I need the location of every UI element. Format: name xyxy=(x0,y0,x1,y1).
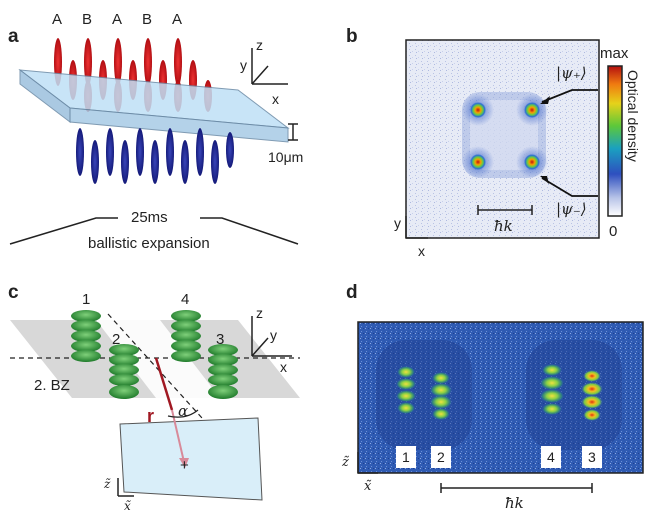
cloud-3 xyxy=(581,370,603,421)
panel-b-momentum-label: ħk xyxy=(494,217,513,235)
peak-bottom-right xyxy=(524,154,540,170)
screen-axis-z: z̃ xyxy=(103,477,111,491)
detection-screen xyxy=(119,417,263,501)
psi-minus-arrow xyxy=(541,177,598,197)
orbital-stack-4 xyxy=(171,310,201,362)
first-bz xyxy=(96,320,220,398)
panel-c-axis-x: x xyxy=(280,359,287,375)
expansion-bracket-right xyxy=(200,217,299,245)
orbital-stack-3 xyxy=(208,344,238,399)
panel-a-axes xyxy=(251,48,288,85)
axis-z-label: z xyxy=(256,37,263,53)
screen-axes xyxy=(117,478,134,497)
peak-top-left xyxy=(470,102,486,118)
angle-arc xyxy=(167,409,199,418)
orbital-label-3: 3 xyxy=(216,331,224,348)
site-label-3: A xyxy=(112,11,122,28)
site-label-5: A xyxy=(172,11,182,28)
expansion-bracket-left xyxy=(9,217,118,245)
panel-c-label: c xyxy=(8,282,19,303)
panel-d-momentum-bar xyxy=(440,483,593,493)
site-label-2: B xyxy=(82,11,92,28)
panel-a: a A B A B A xyxy=(8,11,303,252)
site-label-1: A xyxy=(52,11,62,28)
panel-b-label: b xyxy=(346,26,358,47)
panel-b-axis-x: x xyxy=(418,243,425,259)
screen-axis-x: x̃ xyxy=(124,499,131,512)
state-plus-label: |ψ₊⟩ xyxy=(556,64,587,82)
lattice-slab-side xyxy=(19,68,71,124)
axis-x-label: x xyxy=(272,91,279,107)
scale-bar-label: 10μm xyxy=(268,149,303,165)
cloud-tags xyxy=(396,446,602,468)
blue-lobes xyxy=(76,128,234,184)
panel-c-axes xyxy=(251,316,292,357)
peak-top-right xyxy=(524,102,540,118)
cloud-1 xyxy=(396,366,416,414)
panel-a-label: a xyxy=(8,26,19,47)
screen-center-mark: + xyxy=(180,457,189,474)
site-labels: A B A B A xyxy=(52,11,182,28)
colorbar-title: Optical density xyxy=(625,70,641,162)
cloud-2 xyxy=(430,372,452,420)
panel-d-label: d xyxy=(346,282,358,303)
panel-d-axis-z: z̃ xyxy=(341,455,349,470)
panel-b-momentum-bar xyxy=(477,205,533,215)
panel-d-axis-x: x̃ xyxy=(364,479,372,494)
site-label-4: B xyxy=(142,11,152,28)
orbital-label-1: 1 xyxy=(82,291,90,308)
orbital-label-2: 2 xyxy=(112,331,120,348)
r-vector-projection xyxy=(171,409,185,463)
psi-plus-arrowhead xyxy=(540,96,550,104)
vector-label: r xyxy=(147,406,154,426)
axis-y-label: y xyxy=(240,57,247,73)
panel-c: c 1 2 3 4 2. BZ xyxy=(8,282,300,512)
peak-bottom-left xyxy=(470,154,486,170)
panel-d: d xyxy=(341,282,644,512)
angle-label: α xyxy=(178,402,188,420)
cloud-4 xyxy=(540,364,564,415)
cloud-halo-left xyxy=(376,340,472,450)
bz-label: 2. BZ xyxy=(34,377,70,394)
expansion-caption: ballistic expansion xyxy=(88,235,210,252)
colorbar xyxy=(607,65,623,217)
colorbar-max-label: max xyxy=(600,45,629,62)
r-vector xyxy=(154,357,174,411)
cloud-tag-4: 4 xyxy=(547,449,555,465)
panel-b-axis-y: y xyxy=(394,215,401,231)
panel-d-axes xyxy=(357,452,378,474)
orbital-stack-1 xyxy=(71,310,101,362)
panel-b-axes xyxy=(405,216,428,239)
r-vector-arrowhead xyxy=(179,458,189,468)
panel-d-momentum-label: ħk xyxy=(505,494,524,512)
state-minus-label: |ψ₋⟩ xyxy=(556,200,587,218)
psi-minus-arrowhead xyxy=(540,176,549,184)
panel-b: b |ψ₊⟩ |ψ₋⟩ xyxy=(346,26,641,259)
cloud-tag-3: 3 xyxy=(588,449,596,465)
orbital-label-4: 4 xyxy=(181,291,189,308)
scale-bar xyxy=(288,123,298,141)
momentum-peaks xyxy=(462,94,548,178)
psi-plus-arrow xyxy=(541,89,598,103)
cloud-tag-2: 2 xyxy=(437,449,445,465)
panel-c-axis-z: z xyxy=(256,305,263,321)
panel-c-axis-y: y xyxy=(270,327,277,343)
colorbar-min-label: 0 xyxy=(609,223,617,240)
orbital-stack-2 xyxy=(109,344,139,399)
cloud-tag-1: 1 xyxy=(402,449,410,465)
expansion-time: 25ms xyxy=(131,209,168,226)
